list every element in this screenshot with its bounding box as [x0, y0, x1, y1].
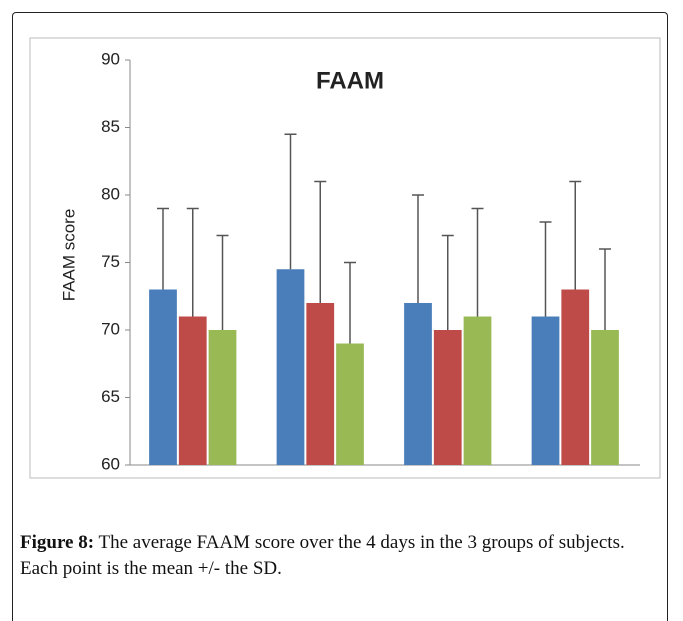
y-tick-label: 60 [101, 454, 120, 473]
bar [591, 330, 619, 465]
bar [209, 330, 237, 465]
bar [532, 317, 560, 466]
caption-label: Figure 8: [20, 532, 94, 553]
y-axis-label: FAAM score [59, 209, 78, 302]
bar [404, 303, 432, 465]
y-tick-label: 70 [101, 319, 120, 338]
bar [464, 317, 492, 466]
bar [306, 303, 334, 465]
y-tick-label: 90 [101, 49, 120, 68]
bar [434, 330, 462, 465]
chart-title: FAAM [316, 67, 384, 94]
bar [149, 290, 177, 466]
y-tick-label: 75 [101, 252, 120, 271]
y-tick-label: 85 [101, 117, 120, 136]
caption-text: The average FAAM score over the 4 days i… [20, 532, 625, 579]
page: FAAM FAAM score 60 65 70 75 80 85 90 Figure 8:… [0, 0, 683, 621]
caption: Figure 8: The average FAAM score over th… [20, 530, 660, 582]
bar [277, 269, 305, 465]
bar [336, 344, 364, 466]
bar [561, 290, 589, 466]
y-tick-label: 80 [101, 184, 120, 203]
bar [179, 317, 207, 466]
chart: FAAM FAAM score 60 65 70 75 80 85 90 [0, 0, 683, 521]
y-tick-label: 65 [101, 387, 120, 406]
